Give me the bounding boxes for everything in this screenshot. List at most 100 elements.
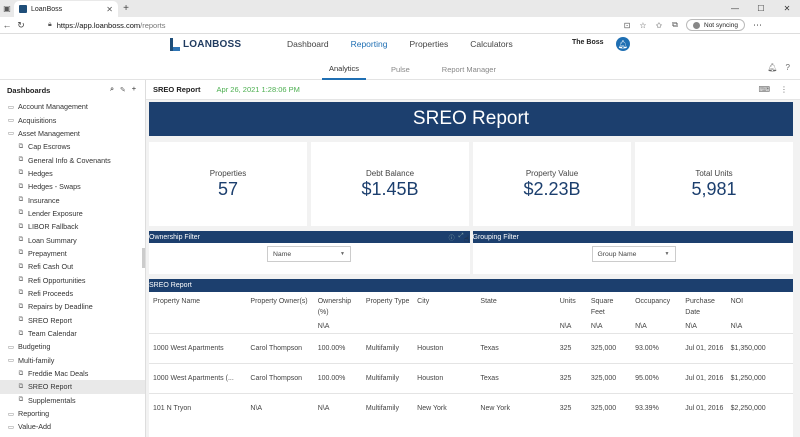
table-row[interactable]: 1000 West Apartments (... Carol Thompson 1…	[149, 362, 793, 393]
subtotal-cell	[149, 320, 246, 333]
profile-avatar-icon	[693, 21, 700, 29]
sidebar-item[interactable]: ⧉ Prepayment	[0, 247, 145, 260]
sidebar-item[interactable]: ⧉ Insurance	[0, 193, 145, 206]
ownership-select[interactable]: Name ▼	[267, 246, 351, 262]
tab-actions-icon[interactable]: ▣	[3, 4, 11, 13]
column-header[interactable]: Purchase Date	[685, 298, 715, 316]
sidebar-item[interactable]: ⧉ General Info & Covenants	[0, 153, 145, 166]
sidebar-item[interactable]: ⧉ Refi Cash Out	[0, 260, 145, 273]
sidebar-item[interactable]: ⧉ Team Calendar	[0, 327, 145, 340]
nav-properties[interactable]: Properties	[409, 39, 449, 49]
sidebar-item-label: Repairs by Deadline	[28, 302, 93, 312]
column-header[interactable]: NOI	[730, 298, 744, 305]
sidebar-item[interactable]: ⧉ SREO Report	[0, 314, 145, 327]
sidebar-item[interactable]: ⧉ Repairs by Deadline	[0, 300, 145, 313]
add-icon[interactable]: +	[131, 86, 136, 93]
sidebar-item[interactable]: ⧉ Cap Escrows	[0, 140, 145, 153]
sidebar-item[interactable]: ⧉ Refi Opportunities	[0, 273, 145, 286]
sidebar-item[interactable]: ▭ Multi-family	[0, 354, 145, 367]
table-cell: 325,000	[586, 332, 632, 363]
lock-icon[interactable]: 🔒︎	[48, 21, 52, 28]
browser-tab[interactable]: LoanBoss ✕	[14, 1, 118, 17]
sidebar-item[interactable]: ▭ Asset Management	[0, 127, 145, 140]
sidebar-item[interactable]: ⧉ SREO Report	[0, 380, 145, 394]
notification-bell-icon[interactable]: 🔔︎	[616, 37, 630, 51]
sreo-table-title: SREO Report	[149, 279, 793, 292]
sidebar-item[interactable]: ⧉ LIBOR Fallback	[0, 220, 145, 233]
sidebar-item[interactable]: ▭ Acquisitions	[0, 113, 145, 126]
table-cell: 1000 West Apartments	[149, 332, 247, 363]
sync-button[interactable]: Not syncing	[686, 19, 745, 31]
kpi-label: Properties	[209, 168, 247, 178]
column-header[interactable]: Square Feet	[590, 298, 614, 316]
minimize-icon[interactable]: —	[731, 4, 739, 13]
column-header[interactable]: Units	[559, 298, 576, 305]
browser-menu-icon[interactable]: ⋯	[752, 19, 762, 30]
nav-reporting[interactable]: Reporting	[350, 39, 388, 49]
sidebar-item-label: SREO Report	[28, 382, 72, 392]
collections-icon[interactable]: ⧉	[672, 20, 678, 29]
sidebar-scrollbar[interactable]	[142, 248, 145, 268]
chevron-down-icon: ▼	[664, 251, 670, 257]
column-header[interactable]: Property Name	[153, 298, 201, 305]
back-icon[interactable]: ←	[2, 20, 12, 30]
sidebar-title: Dashboards	[7, 85, 51, 95]
close-window-icon[interactable]: ✕	[783, 4, 791, 13]
table-row[interactable]: 1000 West Apartments Carol Thompson 100.00…	[149, 332, 793, 363]
table-cell: 93.39%	[631, 392, 682, 423]
tab-report-manager[interactable]: Report Manager	[441, 64, 496, 74]
nav-calculators[interactable]: Calculators	[470, 39, 513, 49]
column-header[interactable]: Property Type	[365, 298, 410, 305]
column-header[interactable]: City	[417, 298, 430, 305]
user-name[interactable]: The Boss	[572, 39, 604, 46]
grouping-select[interactable]: Group Name ▼	[591, 246, 676, 262]
column-header[interactable]: Property Owner(s)	[250, 298, 308, 305]
table-cell: N\A	[246, 392, 314, 423]
loanboss-logo[interactable]: LOANBOSS	[170, 38, 241, 51]
sidebar-item[interactable]: ▭ Account Management	[0, 100, 145, 113]
sidebar-item[interactable]: ▭ Budgeting	[0, 340, 145, 353]
sidebar-item[interactable]: ▭ Value-Add	[0, 420, 145, 433]
page-action-icon[interactable]: ⊡	[623, 20, 631, 30]
tab-analytics[interactable]: Analytics	[322, 58, 367, 80]
help-icon[interactable]: ?	[785, 63, 790, 72]
filter-expand-icon[interactable]: ⤢	[458, 232, 464, 239]
dashboard-link-icon: ⧉	[18, 142, 24, 150]
sidebar-item[interactable]: ⧉ Loan Summary	[0, 233, 145, 246]
column-header[interactable]: Occupancy	[635, 298, 671, 305]
keyboard-icon[interactable]: ⌨	[758, 85, 770, 94]
sidebar-item-label: Freddie Mac Deals	[28, 369, 89, 379]
close-tab-icon[interactable]: ✕	[106, 4, 113, 14]
edit-icon[interactable]: ✎	[120, 87, 126, 94]
sidebar-item[interactable]: ⧉ Lender Exposure	[0, 207, 145, 220]
column-header[interactable]: Ownership (%)	[317, 298, 352, 316]
url-host: https://app.loanboss.com	[56, 20, 141, 30]
sidebar-item[interactable]: ⧉ Refi Proceeds	[0, 287, 145, 300]
sidebar-item-label: General Info & Covenants	[28, 155, 111, 165]
maximize-icon[interactable]: ☐	[757, 4, 765, 13]
url-field[interactable]: 🔒︎ https://app.loanboss.com/reports	[48, 19, 614, 32]
subtotal-cell: N\A	[730, 322, 743, 330]
sidebar-item[interactable]: ⧉ Hedges - Swaps	[0, 180, 145, 193]
sidebar-item-label: LIBOR Fallback	[28, 222, 79, 232]
sidebar-item[interactable]: ▭ Reporting	[0, 407, 145, 420]
nav-dashboard[interactable]: Dashboard	[287, 39, 329, 49]
more-options-icon[interactable]: ⋮	[780, 85, 788, 94]
favorite-star-icon[interactable]: ☆	[639, 20, 647, 30]
alerts-bell-icon[interactable]: 🔔︎	[767, 63, 778, 72]
favorites-icon[interactable]: ✩	[655, 20, 663, 30]
ownership-filter: Ownership Filter ⓘ ⤢ Name ▼	[149, 231, 470, 274]
filter-info-icon[interactable]: ⓘ	[448, 235, 455, 242]
tab-pulse[interactable]: Pulse	[391, 64, 410, 74]
table-cell: Carol Thompson	[246, 362, 314, 393]
table-cell: 325,000	[586, 362, 632, 393]
sidebar-item[interactable]: ⧉ Hedges	[0, 167, 145, 180]
column-header[interactable]: State	[480, 298, 497, 305]
search-icon[interactable]: ⌕	[110, 86, 115, 93]
sidebar-item[interactable]: ⧉ Supplementals	[0, 394, 145, 407]
refresh-icon[interactable]: ↻	[17, 19, 25, 30]
sidebar-item[interactable]: ⧉ Freddie Mac Deals	[0, 367, 145, 380]
new-tab-button[interactable]: +	[123, 3, 129, 14]
address-bar: ← ↻ 🔒︎ https://app.loanboss.com/reports …	[0, 17, 800, 34]
table-row[interactable]: 101 N Tryon N\A N\A Multifamily New York New …	[149, 392, 793, 423]
